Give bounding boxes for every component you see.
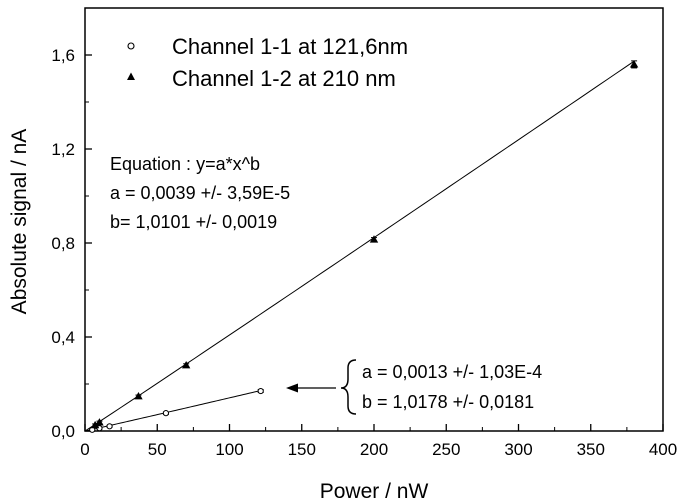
fit-line-series-2: [84, 60, 635, 432]
fit-equation-line: Equation : y=a*x^b: [110, 154, 260, 174]
fit-param-a-line: a = 0,0039 +/- 3,59E-5: [110, 183, 290, 203]
x-tick-label: 350: [577, 440, 605, 459]
fit-param-b-line: b= 1,0101 +/- 0,0019: [110, 212, 277, 232]
x-tick-label: 300: [504, 440, 532, 459]
data-point-channel-1-2: [134, 392, 143, 400]
x-axis-title: Power / nW: [320, 480, 429, 503]
channel-1-1-fit-annotation: a = 0,0013 +/- 1,03E-4 b = 1,0178 +/- 0,…: [286, 359, 542, 415]
data-point-channel-1-2: [95, 418, 104, 426]
fit-param-b-line: b = 1,0178 +/- 0,0181: [362, 392, 534, 412]
data-point-channel-1-2: [90, 420, 100, 429]
fit-param-a-line: a = 0,0013 +/- 1,03E-4: [362, 362, 542, 382]
y-tick-label: 0,8: [51, 234, 75, 253]
annotation-brace: [340, 359, 357, 415]
legend-marker-channel-1-2: [127, 72, 135, 80]
data-point-channel-1-2: [629, 60, 639, 68]
y-tick-label: 1,2: [51, 140, 75, 159]
x-tick-label: 100: [215, 440, 243, 459]
fit-equation-annotation: Equation : y=a*x^b a = 0,0039 +/- 3,59E-…: [110, 154, 290, 232]
x-tick-label: 50: [148, 440, 167, 459]
y-tick-label: 0,0: [51, 422, 75, 441]
x-tick-label: 200: [360, 440, 388, 459]
y-tick-label: 1,6: [51, 46, 75, 65]
legend: Channel 1-1 at 121,6nm Channel 1-2 at 21…: [127, 34, 408, 91]
fit-lines: [84, 60, 635, 432]
data-points: [89, 60, 639, 433]
x-tick-label: 250: [432, 440, 460, 459]
legend-label-channel-1-1: Channel 1-1 at 121,6nm: [172, 34, 408, 59]
legend-label-channel-1-2: Channel 1-2 at 210 nm: [172, 66, 396, 91]
data-point-channel-1-2: [369, 235, 379, 243]
x-tick-label: 0: [80, 440, 89, 459]
data-point-channel-1-1: [162, 410, 170, 417]
data-point-channel-1-2: [181, 361, 191, 369]
fit-line-series-1: [84, 390, 261, 432]
x-tick-label: 150: [288, 440, 316, 459]
y-axis-title: Absolute signal / nA: [8, 129, 31, 315]
data-point-channel-1-1: [257, 387, 264, 395]
legend-marker-channel-1-1: [127, 42, 135, 50]
x-tick-label: 400: [649, 440, 677, 459]
y-axis-ticks: 0,0 0,4 0,8 1,2 1,6: [51, 7, 92, 441]
x-axis-ticks: 0 50 100 150 200 250 300 350 400: [80, 424, 677, 459]
data-point-channel-1-1: [106, 423, 113, 430]
annotation-arrow-head: [286, 383, 298, 393]
y-tick-label: 0,4: [51, 328, 75, 347]
